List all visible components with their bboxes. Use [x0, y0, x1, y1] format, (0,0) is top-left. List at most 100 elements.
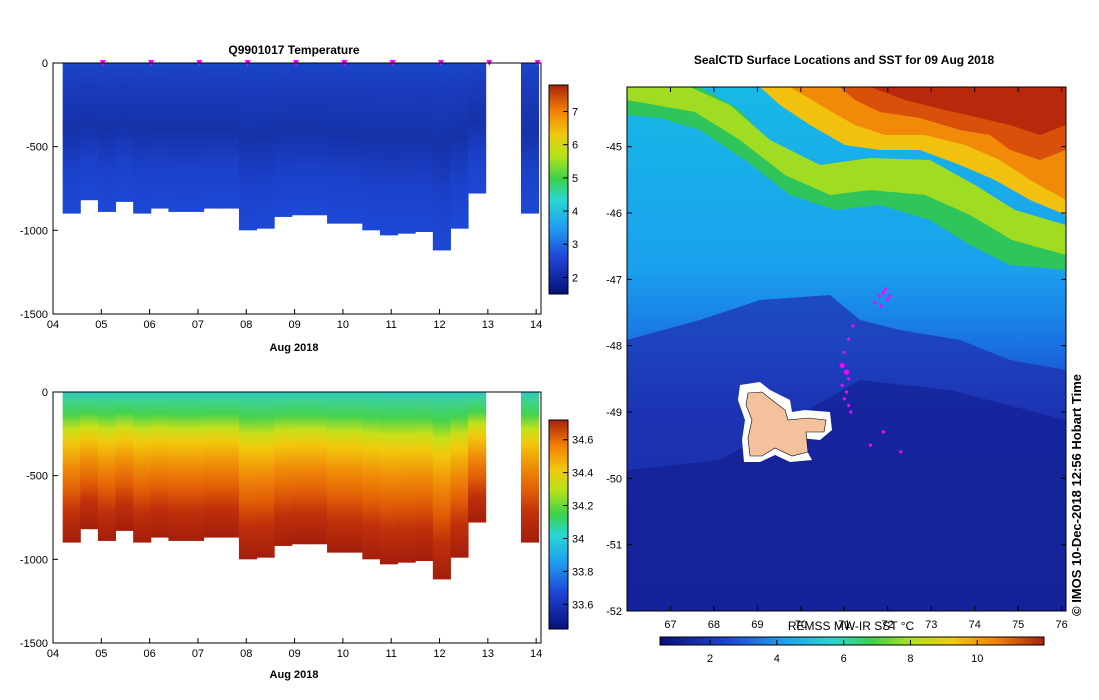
x-tick-label: 13 — [482, 648, 494, 660]
salinity-colorbar — [548, 419, 569, 630]
profile-column — [150, 392, 169, 538]
x-tick-label: 11 — [386, 319, 397, 331]
colorbar-tick-label: 3 — [572, 239, 578, 251]
salinity-colorbar-ticks: 33.6 33.8 34 34.2 34.4 34.6 — [563, 435, 593, 611]
y-tick-label: -1500 — [20, 309, 48, 321]
salinity-x-ticks: 04 05 06 07 08 09 10 11 12 13 14 — [47, 638, 542, 660]
colorbar-tick-label: 33.8 — [572, 566, 593, 578]
profile-column — [432, 63, 451, 251]
x-tick-label: 10 — [337, 319, 349, 331]
salinity-frame — [52, 391, 542, 644]
sst-colorbar — [659, 636, 1045, 646]
profile-column — [362, 63, 381, 231]
colorbar-tick-label: 34.2 — [572, 501, 593, 513]
x-tick-label: 14 — [530, 648, 542, 660]
seal-location — [847, 337, 851, 341]
profile-column — [274, 63, 293, 217]
colorbar-tick-label: 7 — [572, 107, 578, 119]
profile-column — [344, 392, 363, 553]
sst-colorbar-tick-label: 8 — [907, 653, 913, 665]
profile-column — [238, 63, 258, 231]
x-tick-label: 14 — [530, 319, 542, 331]
x-tick-label: 08 — [240, 648, 252, 660]
seal-location — [879, 304, 883, 308]
profile-column — [186, 63, 205, 212]
profile-column — [397, 392, 416, 563]
profile-column — [203, 63, 222, 209]
seal-location — [839, 362, 845, 369]
profile-column — [327, 392, 346, 553]
map-y-tick-label: -48 — [606, 341, 622, 353]
seal-location — [851, 324, 855, 328]
seal-location — [847, 377, 851, 381]
map-x-tick-label: 74 — [969, 619, 981, 631]
profile-column — [520, 392, 540, 543]
profile-column — [62, 63, 81, 214]
y-tick-label: 0 — [42, 387, 48, 399]
profile-column — [150, 63, 169, 209]
x-tick-label: 11 — [386, 648, 397, 660]
sst-field — [627, 87, 1066, 611]
profile-column — [274, 392, 293, 546]
temperature-profiles — [62, 63, 540, 251]
profile-column — [133, 63, 152, 214]
profile-column — [450, 63, 469, 229]
profile-column — [327, 63, 346, 224]
profile-column — [468, 63, 487, 194]
map-y-tick-label: -49 — [606, 407, 622, 419]
profile-column — [344, 63, 363, 224]
salinity-profiles — [62, 392, 540, 580]
x-tick-label: 12 — [433, 319, 445, 331]
seal-location — [888, 294, 892, 298]
map-x-tick-label: 76 — [1056, 619, 1068, 631]
x-tick-label: 08 — [240, 319, 252, 331]
map-title: SealCTD Surface Locations and SST for 09… — [694, 53, 995, 67]
profile-column — [520, 63, 540, 214]
temperature-colorbar-ticks: 2 3 4 5 6 7 — [563, 107, 578, 284]
temperature-xlabel: Aug 2018 — [270, 342, 319, 354]
profile-column — [133, 392, 152, 543]
profile-column — [115, 63, 134, 202]
y-tick-label: -1500 — [20, 638, 48, 650]
x-tick-label: 06 — [144, 648, 156, 660]
x-tick-label: 09 — [288, 319, 300, 331]
map-y-ticks: -45 -46 -47 -48 -49 -50 -51 -52 — [606, 142, 1066, 618]
sst-colorbar-tick-label: 10 — [971, 653, 983, 665]
x-tick-label: 06 — [144, 319, 156, 331]
salinity-panel: 04 05 06 07 08 09 10 11 12 13 14 0 -500 -1000 -1500 A… — [20, 387, 594, 681]
map-frame — [626, 86, 1067, 612]
colorbar-tick-label: 34.4 — [572, 468, 593, 480]
map-y-tick-label: -47 — [606, 274, 622, 286]
imos-stamp: © IMOS 10-Dec-2018 12:56 Hobart Time — [1069, 374, 1084, 616]
x-tick-label: 09 — [288, 648, 300, 660]
profile-column — [80, 392, 99, 530]
seal-location — [849, 410, 853, 414]
profile-column — [291, 63, 310, 216]
seal-location — [847, 403, 851, 407]
y-tick-label: -1000 — [20, 225, 48, 237]
profile-column — [468, 392, 487, 523]
profile-column — [309, 392, 328, 545]
map-x-tick-label: 68 — [708, 619, 720, 631]
x-tick-label: 07 — [192, 648, 204, 660]
seal-location — [842, 350, 846, 354]
seal-location — [886, 297, 890, 301]
colorbar-tick-label: 2 — [572, 272, 578, 284]
seal-location — [844, 390, 849, 394]
sst-colorbar-tick-label: 2 — [707, 653, 713, 665]
y-tick-label: 0 — [42, 58, 48, 70]
seal-location — [881, 291, 886, 295]
map-x-tick-label: 67 — [664, 619, 676, 631]
temperature-title: Q9901017 Temperature — [228, 43, 360, 57]
sst-colorbar-ticks: 2 4 6 8 10 — [707, 640, 983, 665]
profile-column — [62, 392, 81, 543]
profile-column — [168, 63, 187, 212]
profile-column — [362, 392, 381, 560]
seal-ctd-locations — [839, 287, 903, 454]
colorbar-tick-label: 6 — [572, 140, 578, 152]
x-tick-label: 04 — [47, 648, 59, 660]
seal-location — [843, 369, 850, 375]
profile-column — [80, 63, 99, 201]
seal-location — [873, 300, 877, 305]
